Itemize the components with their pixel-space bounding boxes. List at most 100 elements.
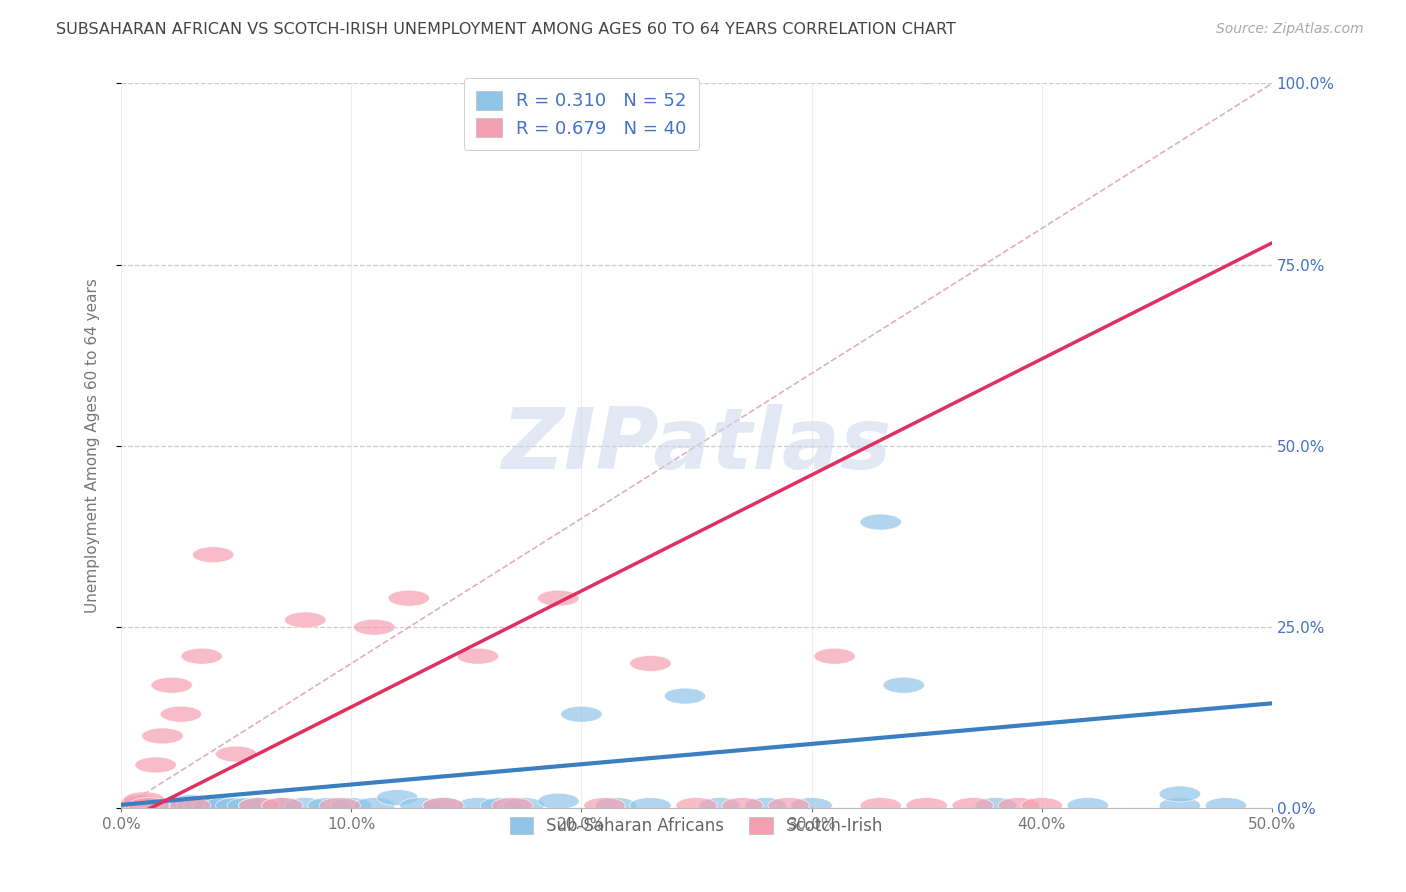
Ellipse shape [353, 797, 395, 814]
Ellipse shape [457, 648, 499, 665]
Ellipse shape [128, 797, 170, 814]
Ellipse shape [150, 677, 193, 693]
Ellipse shape [330, 797, 373, 814]
Ellipse shape [721, 797, 763, 814]
Ellipse shape [107, 797, 149, 814]
Ellipse shape [1067, 797, 1108, 814]
Ellipse shape [226, 797, 269, 814]
Ellipse shape [105, 797, 146, 814]
Ellipse shape [120, 797, 160, 814]
Ellipse shape [492, 797, 533, 814]
Ellipse shape [974, 797, 1017, 814]
Ellipse shape [105, 797, 146, 814]
Ellipse shape [423, 797, 464, 814]
Y-axis label: Unemployment Among Ages 60 to 64 years: Unemployment Among Ages 60 to 64 years [86, 278, 100, 614]
Ellipse shape [117, 797, 157, 814]
Ellipse shape [170, 797, 211, 814]
Ellipse shape [124, 797, 165, 814]
Ellipse shape [110, 797, 150, 814]
Ellipse shape [135, 797, 176, 814]
Ellipse shape [537, 591, 579, 607]
Ellipse shape [998, 797, 1039, 814]
Ellipse shape [308, 797, 349, 814]
Text: SUBSAHARAN AFRICAN VS SCOTCH-IRISH UNEMPLOYMENT AMONG AGES 60 TO 64 YEARS CORREL: SUBSAHARAN AFRICAN VS SCOTCH-IRISH UNEMP… [56, 22, 956, 37]
Ellipse shape [120, 797, 160, 814]
Ellipse shape [583, 797, 626, 814]
Ellipse shape [124, 792, 165, 808]
Ellipse shape [128, 797, 170, 814]
Ellipse shape [699, 797, 740, 814]
Ellipse shape [193, 797, 233, 814]
Text: ZIPatlas: ZIPatlas [502, 404, 891, 487]
Ellipse shape [193, 547, 233, 563]
Ellipse shape [114, 797, 156, 814]
Ellipse shape [457, 797, 499, 814]
Ellipse shape [150, 797, 193, 814]
Ellipse shape [630, 797, 671, 814]
Legend: Sub-Saharan Africans, Scotch-Irish: Sub-Saharan Africans, Scotch-Irish [502, 809, 891, 844]
Ellipse shape [160, 706, 201, 723]
Ellipse shape [107, 797, 149, 814]
Ellipse shape [142, 728, 183, 744]
Ellipse shape [176, 797, 218, 814]
Ellipse shape [745, 797, 786, 814]
Ellipse shape [284, 797, 326, 814]
Ellipse shape [481, 797, 522, 814]
Ellipse shape [1021, 797, 1063, 814]
Ellipse shape [112, 797, 153, 814]
Ellipse shape [423, 797, 464, 814]
Ellipse shape [183, 797, 225, 814]
Text: Source: ZipAtlas.com: Source: ZipAtlas.com [1216, 22, 1364, 37]
Ellipse shape [142, 797, 183, 814]
Ellipse shape [112, 797, 153, 814]
Ellipse shape [860, 514, 901, 530]
Ellipse shape [204, 797, 246, 814]
Ellipse shape [239, 797, 280, 814]
Ellipse shape [595, 797, 637, 814]
Ellipse shape [860, 797, 901, 814]
Ellipse shape [121, 795, 163, 811]
Ellipse shape [905, 68, 948, 84]
Ellipse shape [163, 797, 204, 814]
Ellipse shape [239, 797, 280, 814]
Ellipse shape [284, 612, 326, 628]
Ellipse shape [146, 797, 188, 814]
Ellipse shape [664, 688, 706, 704]
Ellipse shape [138, 797, 179, 814]
Ellipse shape [110, 797, 150, 814]
Ellipse shape [125, 797, 167, 814]
Ellipse shape [377, 789, 418, 805]
Ellipse shape [1159, 797, 1201, 814]
Ellipse shape [117, 797, 157, 814]
Ellipse shape [768, 797, 810, 814]
Ellipse shape [121, 797, 163, 814]
Ellipse shape [131, 797, 172, 814]
Ellipse shape [399, 797, 441, 814]
Ellipse shape [503, 797, 544, 814]
Ellipse shape [952, 797, 994, 814]
Ellipse shape [215, 746, 257, 762]
Ellipse shape [215, 797, 257, 814]
Ellipse shape [353, 619, 395, 635]
Ellipse shape [157, 797, 200, 814]
Ellipse shape [388, 591, 430, 607]
Ellipse shape [814, 648, 855, 665]
Ellipse shape [1159, 786, 1201, 802]
Ellipse shape [170, 795, 211, 811]
Ellipse shape [262, 797, 302, 814]
Ellipse shape [883, 677, 924, 693]
Ellipse shape [103, 797, 145, 814]
Ellipse shape [103, 797, 145, 814]
Ellipse shape [181, 648, 222, 665]
Ellipse shape [135, 757, 176, 772]
Ellipse shape [1205, 797, 1247, 814]
Ellipse shape [561, 706, 602, 723]
Ellipse shape [319, 797, 360, 814]
Ellipse shape [537, 793, 579, 809]
Ellipse shape [114, 797, 156, 814]
Ellipse shape [792, 797, 832, 814]
Ellipse shape [905, 797, 948, 814]
Ellipse shape [630, 656, 671, 672]
Ellipse shape [676, 797, 717, 814]
Ellipse shape [262, 797, 302, 814]
